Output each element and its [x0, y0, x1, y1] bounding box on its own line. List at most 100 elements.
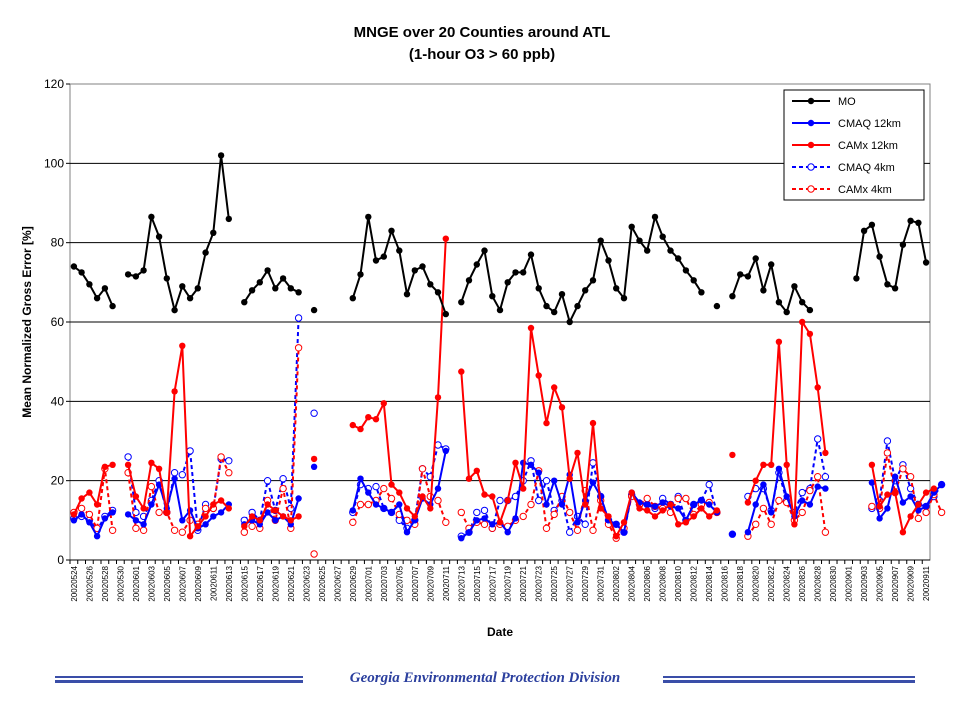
legend-swatch-marker	[807, 185, 815, 193]
data-point	[481, 515, 488, 522]
data-point	[380, 505, 387, 512]
data-point	[109, 509, 116, 516]
data-point	[915, 219, 922, 226]
data-point	[814, 483, 821, 490]
data-point	[799, 299, 806, 306]
data-point	[272, 517, 279, 524]
data-point	[860, 227, 868, 234]
data-point	[310, 550, 318, 558]
data-point	[799, 497, 806, 504]
data-point	[674, 494, 682, 503]
x-tick-label: 20020810	[674, 565, 683, 601]
data-point	[922, 259, 930, 266]
data-point	[821, 528, 830, 536]
x-tick-label: 20020812	[690, 565, 699, 601]
data-point	[937, 508, 946, 517]
data-point	[535, 469, 542, 476]
data-point	[248, 513, 256, 520]
data-point	[489, 521, 496, 528]
data-point	[675, 255, 682, 262]
x-tick-label: 20020818	[736, 565, 745, 601]
x-tick-label: 20020905	[876, 565, 885, 601]
data-point	[442, 235, 449, 242]
x-tick-label: 20020814	[705, 565, 714, 601]
data-point	[287, 285, 294, 292]
data-point	[473, 508, 481, 517]
data-point	[171, 388, 178, 395]
data-point	[109, 461, 116, 468]
data-point	[419, 263, 426, 270]
x-tick-label: 20020828	[814, 565, 823, 601]
data-point	[574, 302, 581, 310]
data-point	[473, 467, 480, 474]
data-point	[349, 421, 356, 429]
data-point	[139, 526, 148, 534]
data-point	[396, 501, 403, 508]
data-point	[380, 400, 387, 407]
x-tick-label: 20020623	[302, 565, 311, 601]
data-point	[101, 285, 109, 292]
data-point	[418, 465, 427, 473]
x-tick-label: 20020711	[442, 565, 451, 601]
data-point	[659, 499, 666, 506]
data-point	[690, 277, 697, 284]
y-tick-label: 60	[51, 315, 65, 329]
data-point	[78, 269, 85, 276]
data-point	[535, 285, 542, 292]
data-point	[148, 501, 155, 508]
data-point	[605, 513, 612, 520]
data-point	[194, 285, 201, 292]
data-point	[349, 295, 356, 302]
data-point	[543, 501, 550, 508]
data-point	[512, 269, 519, 276]
x-tick-label: 20020808	[659, 565, 668, 601]
x-tick-label: 20020731	[597, 565, 606, 601]
series-line	[855, 219, 928, 290]
x-tick-label: 20020609	[194, 565, 203, 601]
data-point	[597, 505, 604, 512]
data-point	[217, 497, 225, 504]
data-point	[170, 469, 179, 477]
data-point	[272, 507, 279, 514]
data-point	[279, 484, 287, 493]
data-point	[365, 414, 372, 421]
x-tick-label: 20020719	[504, 565, 513, 601]
data-point	[396, 489, 403, 496]
data-point	[822, 485, 829, 492]
data-point	[682, 267, 690, 274]
data-point	[558, 501, 566, 508]
data-point	[775, 465, 783, 472]
data-point	[775, 299, 783, 306]
data-point	[798, 508, 806, 517]
data-point	[613, 285, 620, 292]
data-point	[791, 521, 798, 528]
data-point	[768, 461, 775, 468]
data-point	[427, 281, 434, 288]
data-point	[504, 279, 511, 286]
data-point	[620, 529, 628, 536]
data-point	[473, 261, 480, 268]
data-point	[806, 330, 814, 338]
data-point	[70, 517, 78, 524]
data-point	[883, 437, 892, 445]
data-point	[279, 275, 287, 282]
data-point	[814, 384, 821, 391]
data-point	[124, 461, 132, 468]
data-point	[434, 496, 442, 505]
data-point	[915, 501, 922, 508]
data-point	[853, 275, 860, 282]
data-point	[706, 513, 713, 520]
data-point	[938, 481, 945, 488]
data-point	[822, 449, 829, 457]
data-point	[179, 517, 186, 524]
data-point	[520, 269, 527, 276]
data-point	[419, 493, 426, 500]
data-point	[814, 473, 822, 481]
data-point	[551, 384, 558, 391]
data-point	[170, 526, 179, 534]
data-point	[442, 447, 449, 455]
series-mo	[70, 152, 930, 326]
data-point	[380, 484, 388, 493]
data-point	[458, 368, 465, 375]
series-line	[73, 509, 114, 533]
